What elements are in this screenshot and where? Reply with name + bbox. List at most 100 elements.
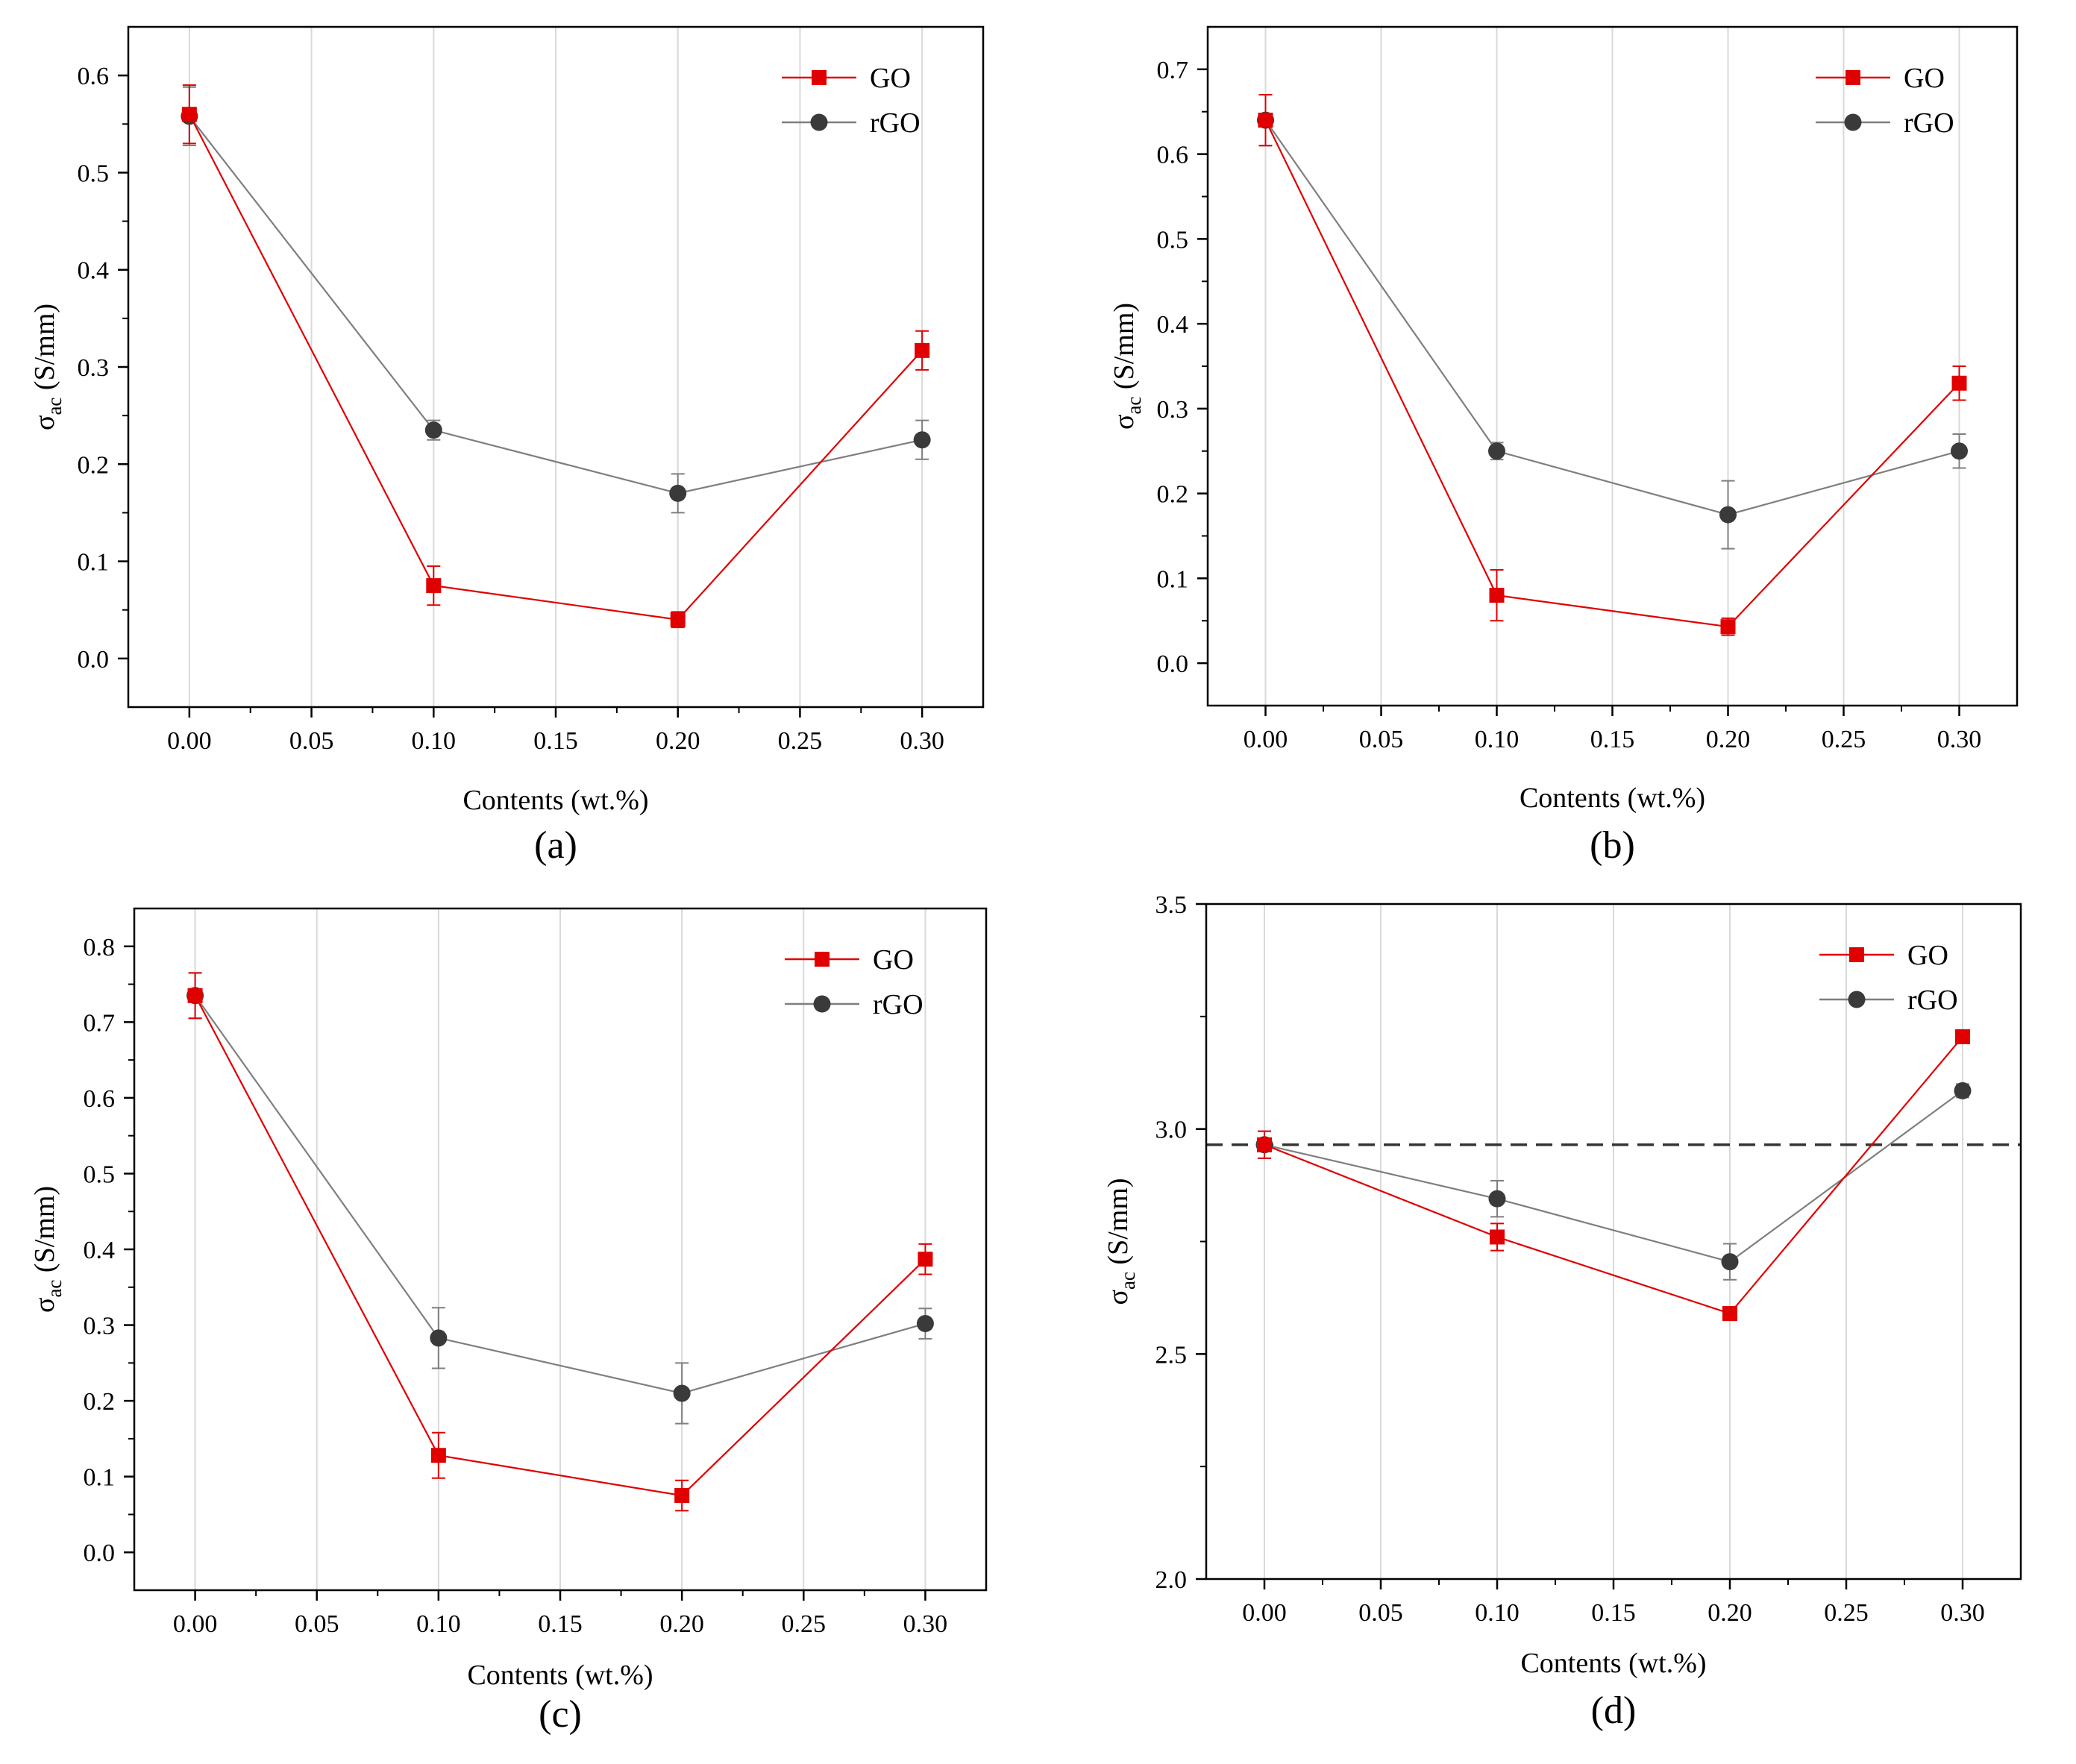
rgo-data-point: [1488, 442, 1505, 461]
go-series-line: [188, 113, 923, 621]
go-data-point: [1720, 617, 1736, 636]
legend-marker-rgo: [813, 995, 831, 1013]
x-tick-label: 0.10: [416, 1610, 461, 1638]
panel-label: (d): [1591, 1689, 1637, 1732]
chart-panel-b: 0.00 0.05 0.10 0.15 0.20 0.25 0.30 0.0 0.1 0.2 0.3…: [1108, 25, 2019, 867]
legend-label-rgo: rGO: [1904, 107, 1954, 139]
y-tick-label: 2.0: [1155, 1566, 1188, 1594]
y-axis-symbol: σ: [1108, 415, 1140, 430]
x-tick-label: 0.30: [903, 1610, 948, 1638]
y-tick-label: 0.1: [84, 1464, 116, 1492]
y-tick-label: 0.0: [84, 1539, 116, 1567]
go-data-point: [1258, 94, 1273, 147]
x-tick-label: 0.15: [538, 1610, 583, 1638]
go-marker-square: [1489, 588, 1505, 603]
go-marker-square: [918, 1252, 933, 1267]
y-axis-unit: (S/mm): [29, 1186, 60, 1280]
x-axis-title: Contents (wt.%): [1520, 1648, 1706, 1679]
x-tick-label: 0.20: [1707, 1599, 1752, 1627]
rgo-data-point: [1488, 1180, 1506, 1218]
y-tick-label: 0.0: [78, 646, 110, 674]
legend-item-go: GO: [1816, 63, 1945, 94]
go-data-point: [1951, 365, 1967, 401]
y-tick-label: 0.3: [78, 354, 110, 382]
go-data-point: [430, 1431, 446, 1479]
y-axis-symbol: σ: [29, 415, 60, 430]
chart-panel-d: 0.00 0.05 0.10 0.15 0.20 0.25 0.30 2.0 2.5 3.0 3.5…: [1103, 891, 2022, 1732]
rgo-marker-circle: [1721, 1253, 1739, 1271]
y-tick-label: 0.3: [1157, 396, 1189, 424]
go-marker-square: [1257, 1137, 1272, 1152]
x-tick-label: 0.10: [412, 727, 457, 755]
rgo-marker-circle: [1954, 1082, 1972, 1099]
y-tick-label: 0.7: [84, 1009, 116, 1037]
y-tick-label: 0.2: [1157, 481, 1189, 509]
x-tick-label: 0.00: [1244, 726, 1288, 753]
y-tick-label: 0.1: [1157, 565, 1189, 593]
x-tick-label: 0.20: [656, 727, 700, 755]
legend-marker-go: [1845, 70, 1860, 85]
go-marker-square: [1722, 1306, 1737, 1322]
go-series-line: [1264, 119, 1960, 628]
go-data-point: [915, 330, 930, 371]
y-axis-unit: (S/mm): [1108, 303, 1140, 397]
rgo-marker-circle: [673, 1384, 691, 1402]
rgo-marker-circle: [1488, 1190, 1506, 1208]
legend-marker-go: [1849, 947, 1864, 962]
rgo-data-point: [673, 1362, 691, 1425]
go-marker-square: [181, 107, 197, 122]
rgo-data-point: [916, 1308, 934, 1340]
rgo-data-point: [669, 473, 687, 514]
go-data-point: [1489, 569, 1505, 622]
legend-label-rgo: rGO: [1907, 985, 1958, 1016]
y-tick-label: 0.2: [84, 1388, 116, 1416]
x-tick-label: 0.25: [1822, 726, 1866, 753]
y-axis-symbol: σ: [29, 1298, 60, 1313]
rgo-marker-circle: [916, 1315, 934, 1333]
y-axis-unit: (S/mm): [29, 304, 60, 398]
rgo-data-point: [1719, 480, 1737, 550]
go-data-point: [181, 84, 197, 145]
x-tick-label: 0.25: [778, 727, 823, 755]
go-marker-square: [670, 612, 686, 627]
x-tick-label: 0.30: [1940, 1599, 1985, 1627]
legend-label-go: GO: [870, 63, 911, 94]
y-tick-label: 0.5: [1157, 226, 1189, 254]
y-axis-title: σac (S/mm): [1103, 1178, 1139, 1305]
x-tick-label: 0.30: [1937, 726, 1982, 753]
y-axis-subscript: ac: [1117, 1272, 1139, 1290]
legend-label-rgo: rGO: [873, 989, 923, 1020]
legend-label-go: GO: [1907, 940, 1948, 971]
legend-item-rgo: rGO: [782, 107, 921, 139]
go-data-point: [1490, 1222, 1505, 1252]
go-marker-square: [1490, 1229, 1505, 1245]
y-tick-label: 0.4: [84, 1237, 116, 1264]
rgo-data-point: [430, 1307, 448, 1369]
y-tick-label: 0.5: [78, 160, 110, 187]
y-axis-title: σac (S/mm): [29, 1186, 66, 1313]
y-tick-label: 0.0: [1157, 650, 1189, 678]
x-axis-title: Contents (wt.%): [467, 1660, 653, 1691]
y-axis-subscript: ac: [1123, 397, 1145, 415]
x-tick-label: 0.25: [1824, 1599, 1869, 1627]
y-axis-unit: (S/mm): [1103, 1178, 1134, 1272]
legend-item-go: GO: [782, 63, 911, 94]
go-marker-square: [430, 1448, 446, 1463]
legend-label-go: GO: [873, 944, 914, 976]
x-tick-label: 0.30: [900, 727, 944, 755]
x-axis-title: Contents (wt.%): [1520, 782, 1705, 814]
rgo-data-point: [424, 419, 442, 441]
x-tick-label: 0.15: [1590, 726, 1635, 753]
x-tick-label: 0.20: [659, 1610, 704, 1638]
legend-label-rgo: rGO: [870, 107, 921, 139]
legend-marker-go: [812, 70, 827, 85]
legend-marker-rgo: [1848, 991, 1866, 1008]
legend-marker-rgo: [1844, 113, 1862, 131]
rgo-marker-circle: [424, 421, 442, 439]
x-tick-label: 0.00: [1242, 1599, 1287, 1627]
legend-item-go: GO: [785, 944, 914, 976]
x-axis-title: Contents (wt.%): [462, 785, 648, 816]
go-marker-square: [1951, 375, 1967, 391]
x-tick-label: 0.15: [533, 727, 578, 755]
y-tick-label: 0.1: [78, 549, 110, 577]
